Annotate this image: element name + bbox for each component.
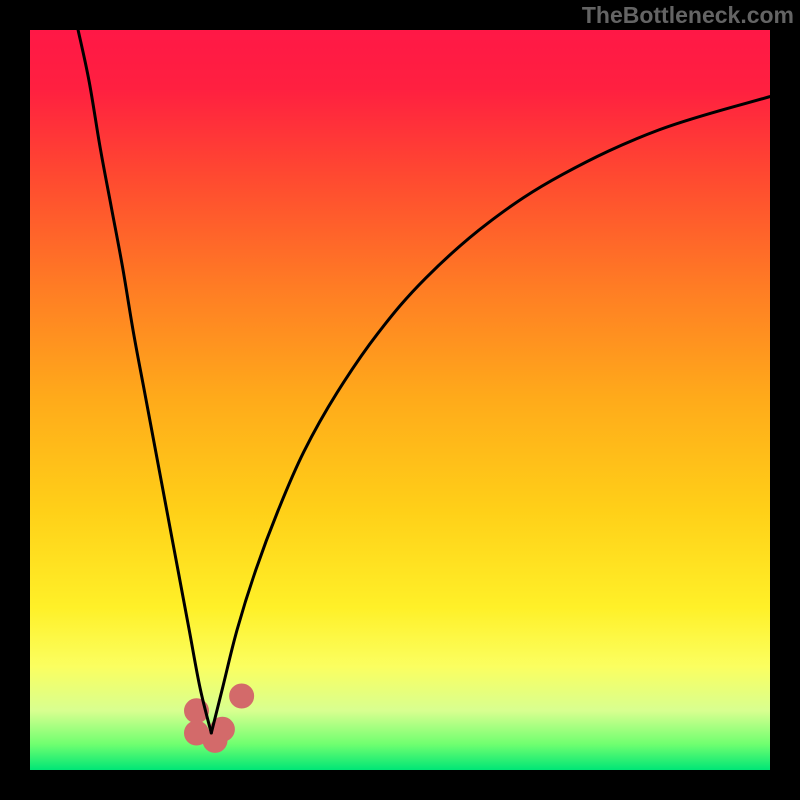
vertex-marker (230, 684, 254, 708)
watermark-text: TheBottleneck.com (582, 2, 794, 29)
bottleneck-chart (30, 30, 770, 770)
chart-container: TheBottleneck.com (0, 0, 800, 800)
gradient-background (30, 30, 770, 770)
